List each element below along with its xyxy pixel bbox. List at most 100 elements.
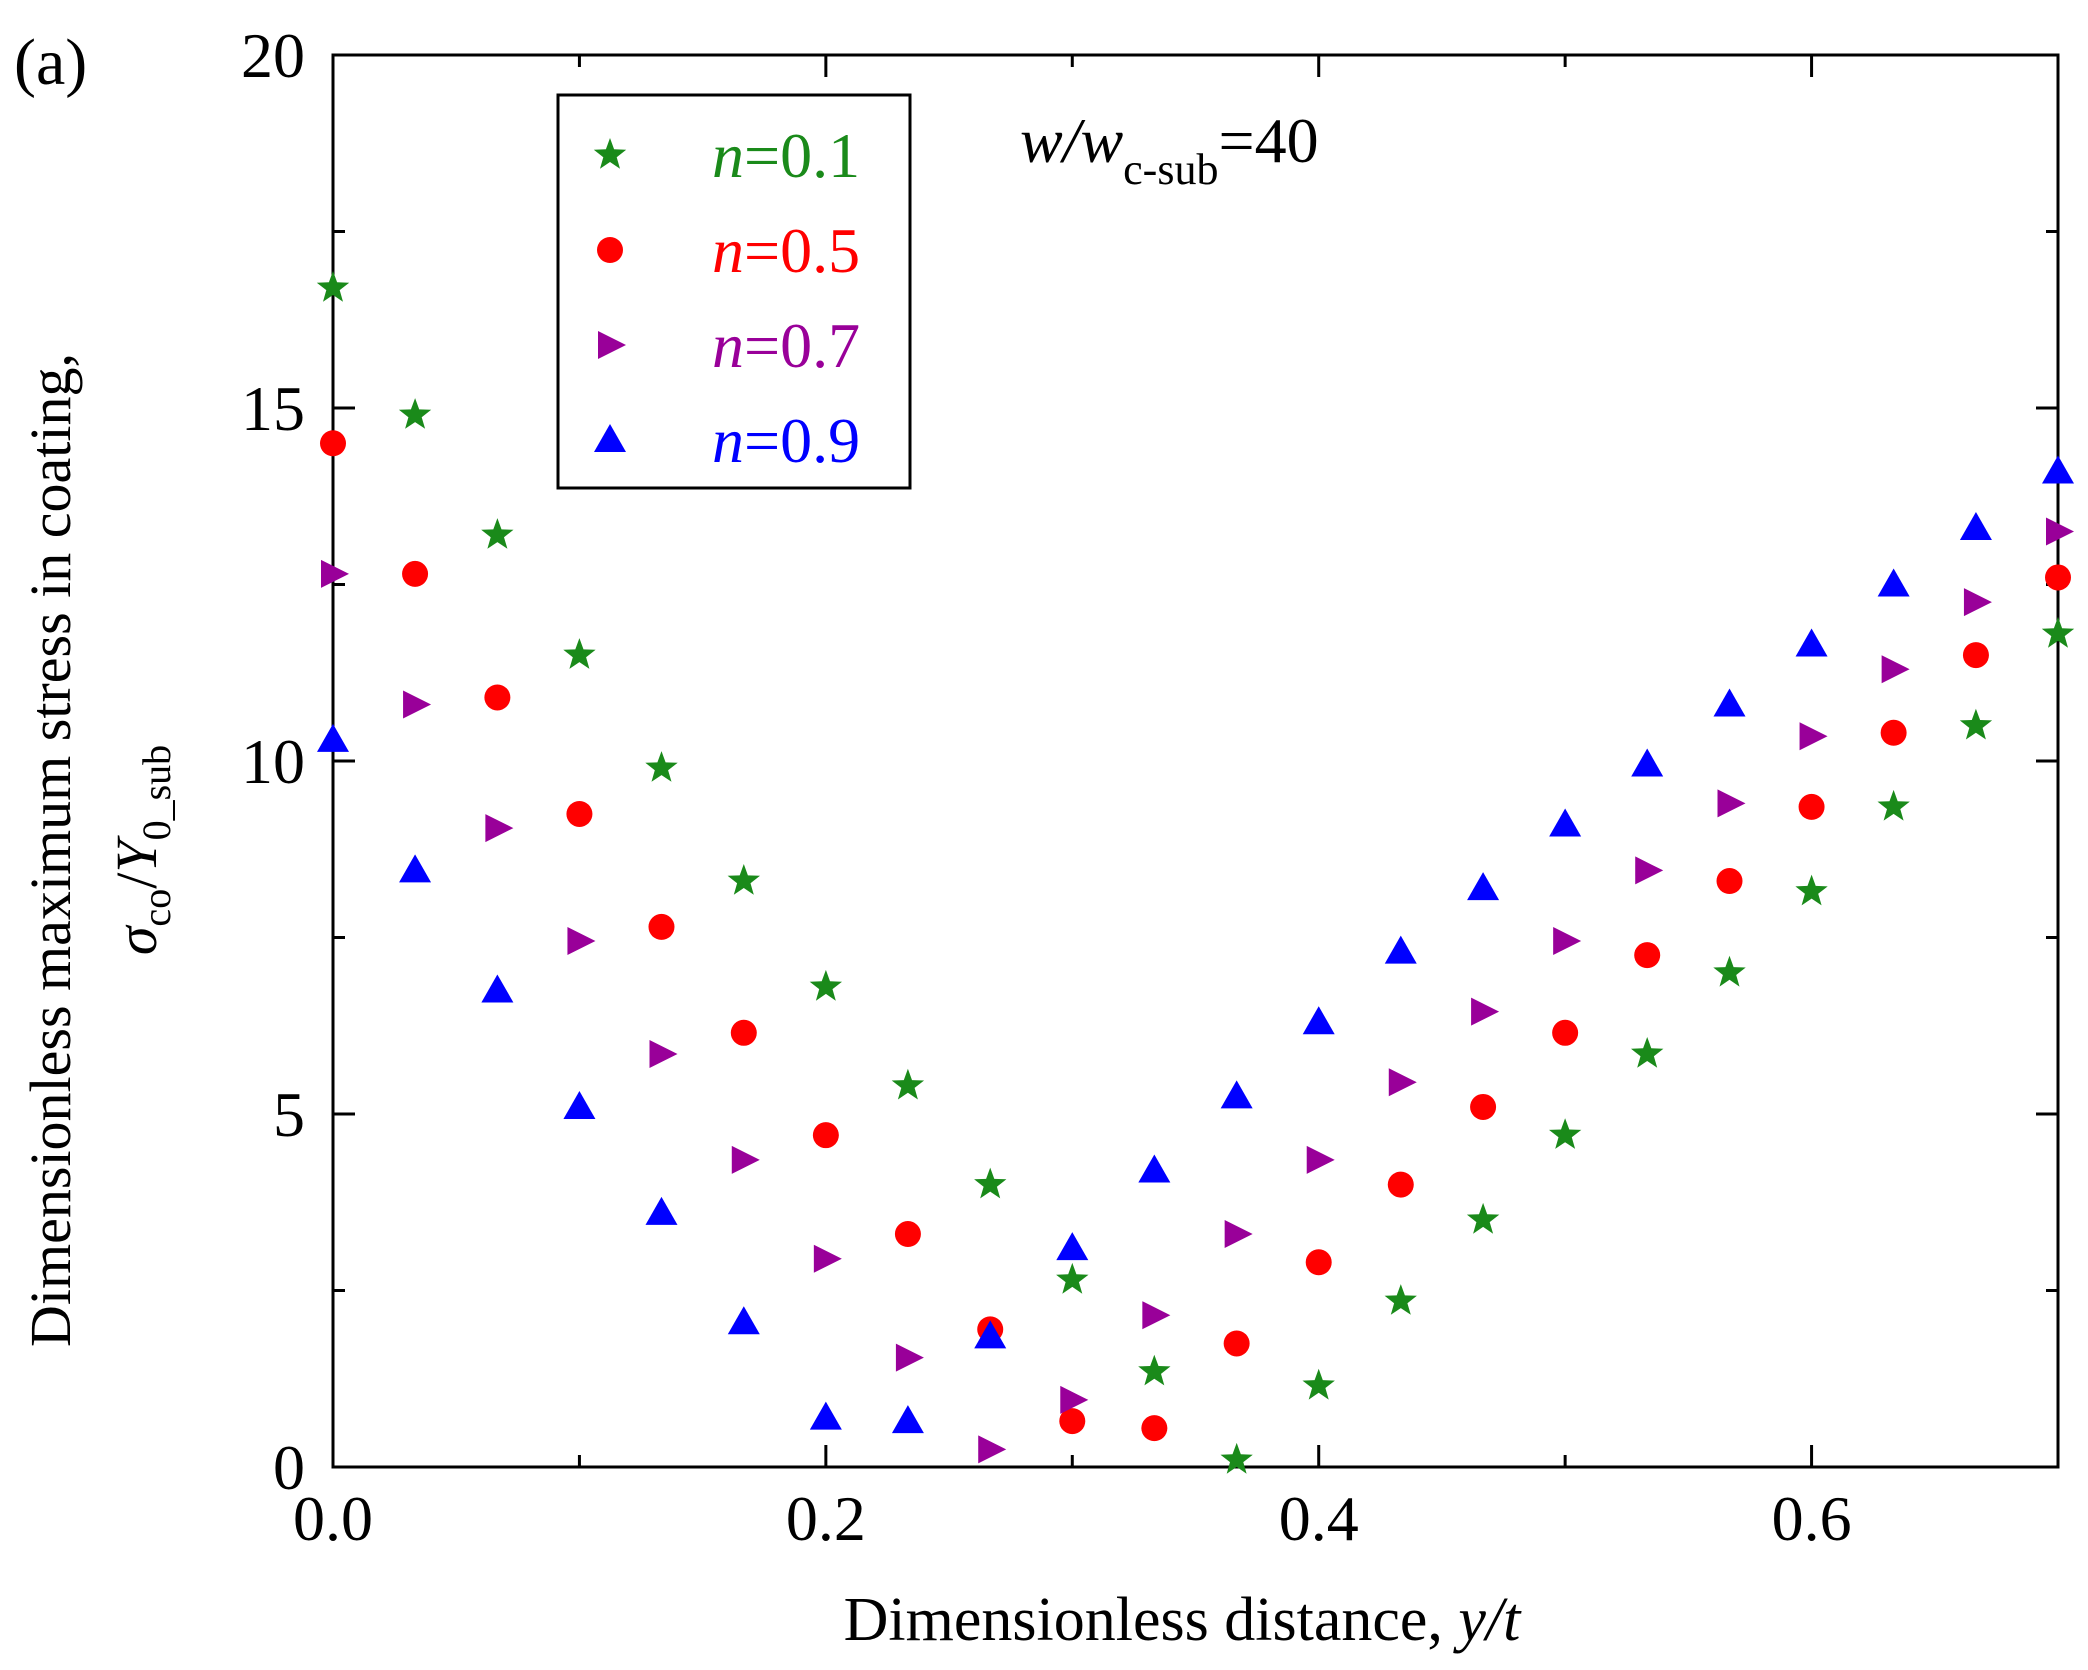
data-point-n=0.9-3 xyxy=(563,1090,596,1119)
y-axis-title: Dimensionless maximum stress in coating,… xyxy=(18,353,179,1347)
data-point-n=0.9-20 xyxy=(1959,512,1992,541)
data-point-n=0.7-0 xyxy=(321,559,349,588)
data-point-n=0.9-9 xyxy=(1056,1232,1089,1261)
y-tick-label: 10 xyxy=(241,726,305,797)
data-point-n=0.5-3 xyxy=(566,800,593,827)
data-point-n=0.9-10 xyxy=(1138,1154,1171,1183)
data-point-n=0.9-16 xyxy=(1631,748,1664,777)
data-point-n=0.9-14 xyxy=(1467,872,1500,901)
data-point-n=0.9-11 xyxy=(1220,1080,1253,1109)
data-point-n=0.1-21 xyxy=(2041,616,2075,648)
legend-marker-n=0.1 xyxy=(593,138,627,169)
legend-label-n=0.7: n=0.7 xyxy=(712,310,860,381)
y-tick-label: 0 xyxy=(273,1432,305,1503)
data-point-n=0.5-18 xyxy=(1798,793,1825,820)
data-point-n=0.1-1 xyxy=(398,398,432,429)
data-points xyxy=(316,271,2075,1474)
data-point-n=0.1-15 xyxy=(1549,1118,1582,1149)
x-tick-labels: 0.0 0.2 0.4 0.6 xyxy=(293,1483,1852,1554)
data-point-n=0.1-14 xyxy=(1466,1202,1500,1234)
data-point-n=0.1-8 xyxy=(974,1167,1007,1199)
data-point-n=0.5-9 xyxy=(1059,1408,1086,1435)
data-point-n=0.7-12 xyxy=(1306,1145,1335,1174)
data-point-n=0.7-14 xyxy=(1471,997,1500,1026)
series-n=0.9 xyxy=(317,455,2074,1434)
data-point-n=0.5-13 xyxy=(1387,1171,1414,1198)
data-point-n=0.9-17 xyxy=(1713,688,1746,717)
x-axis-title: Dimensionless distance, y/t xyxy=(844,1586,1522,1654)
data-point-n=0.1-19 xyxy=(1877,789,1910,821)
y-tick-labels: 0 5 10 15 20 xyxy=(241,20,305,1503)
data-point-n=0.5-0 xyxy=(320,430,346,457)
data-point-n=0.1-6 xyxy=(809,969,842,1001)
data-point-n=0.1-20 xyxy=(1959,708,1993,740)
data-point-n=0.9-5 xyxy=(727,1306,760,1335)
data-point-n=0.5-15 xyxy=(1552,1019,1579,1046)
legend-marker-n=0.5 xyxy=(597,237,623,263)
data-point-n=0.5-7 xyxy=(894,1221,921,1248)
data-point-n=0.5-20 xyxy=(1962,642,1989,669)
data-point-n=0.7-9 xyxy=(1060,1385,1089,1414)
data-point-n=0.1-9 xyxy=(1056,1262,1089,1294)
legend-label-n=0.1: n=0.1 xyxy=(712,120,860,191)
data-point-n=0.9-4 xyxy=(645,1196,678,1225)
series-n=0.5 xyxy=(320,430,2071,1442)
data-point-n=0.5-19 xyxy=(1880,719,1907,746)
x-tick-label: 0.6 xyxy=(1772,1483,1852,1554)
data-point-n=0.7-20 xyxy=(1963,588,1992,617)
data-point-n=0.5-4 xyxy=(648,913,675,940)
series-n=0.7 xyxy=(321,517,2074,1464)
data-point-n=0.7-10 xyxy=(1142,1301,1171,1330)
data-point-n=0.1-16 xyxy=(1631,1037,1664,1068)
data-point-n=0.9-1 xyxy=(399,854,432,883)
data-point-n=0.1-5 xyxy=(727,864,760,895)
data-point-n=0.7-18 xyxy=(1799,722,1828,751)
data-point-n=0.7-8 xyxy=(978,1435,1007,1464)
data-point-n=0.5-16 xyxy=(1634,942,1661,969)
data-point-n=0.9-18 xyxy=(1795,628,1828,657)
data-point-n=0.5-2 xyxy=(484,684,511,711)
legend-label-n=0.5: n=0.5 xyxy=(712,215,860,286)
y-tick-label: 5 xyxy=(273,1079,305,1150)
panel-label: (a) xyxy=(14,26,87,99)
data-point-n=0.5-5 xyxy=(730,1019,757,1046)
data-point-n=0.9-8 xyxy=(974,1320,1007,1349)
data-point-n=0.7-13 xyxy=(1388,1068,1417,1097)
y-tick-label: 15 xyxy=(241,373,305,444)
y-tick-label: 20 xyxy=(241,20,305,91)
data-point-n=0.7-1 xyxy=(403,690,432,719)
data-point-n=0.9-12 xyxy=(1302,1006,1335,1035)
data-point-n=0.9-2 xyxy=(481,974,514,1003)
data-point-n=0.9-0 xyxy=(317,723,349,752)
ratio-annotation: w/wc-sub=40 xyxy=(1020,105,1319,194)
data-point-n=0.7-6 xyxy=(813,1244,842,1273)
x-tick-label: 0.4 xyxy=(1279,1483,1359,1554)
data-point-n=0.7-21 xyxy=(2046,517,2074,546)
data-point-n=0.7-3 xyxy=(567,927,596,956)
data-point-n=0.1-4 xyxy=(645,751,678,782)
data-point-n=0.1-17 xyxy=(1713,955,1746,987)
data-point-n=0.7-11 xyxy=(1224,1220,1253,1249)
data-point-n=0.1-3 xyxy=(563,638,596,669)
data-point-n=0.1-2 xyxy=(481,518,514,549)
x-tick-label: 0.0 xyxy=(293,1483,373,1554)
legend: n=0.1 n=0.5 n=0.7 n=0.9 xyxy=(556,93,912,490)
data-point-n=0.7-15 xyxy=(1553,927,1582,956)
legend-label-n=0.9: n=0.9 xyxy=(712,405,860,476)
data-point-n=0.7-4 xyxy=(649,1039,678,1068)
data-point-n=0.1-12 xyxy=(1302,1368,1335,1400)
data-point-n=0.7-16 xyxy=(1635,856,1664,885)
data-point-n=0.7-5 xyxy=(731,1145,760,1174)
data-point-n=0.5-14 xyxy=(1470,1093,1497,1120)
data-point-n=0.7-17 xyxy=(1717,789,1746,818)
y-axis-title-line2: σco/Y0_sub xyxy=(104,745,179,955)
data-point-n=0.9-15 xyxy=(1549,808,1582,837)
data-point-n=0.7-2 xyxy=(485,814,514,843)
series-n=0.1 xyxy=(316,271,2075,1474)
data-point-n=0.9-19 xyxy=(1877,568,1910,597)
data-point-n=0.1-0 xyxy=(316,271,350,302)
data-point-n=0.5-10 xyxy=(1141,1415,1168,1442)
data-point-n=0.5-6 xyxy=(812,1122,839,1149)
data-point-n=0.1-13 xyxy=(1384,1284,1417,1315)
